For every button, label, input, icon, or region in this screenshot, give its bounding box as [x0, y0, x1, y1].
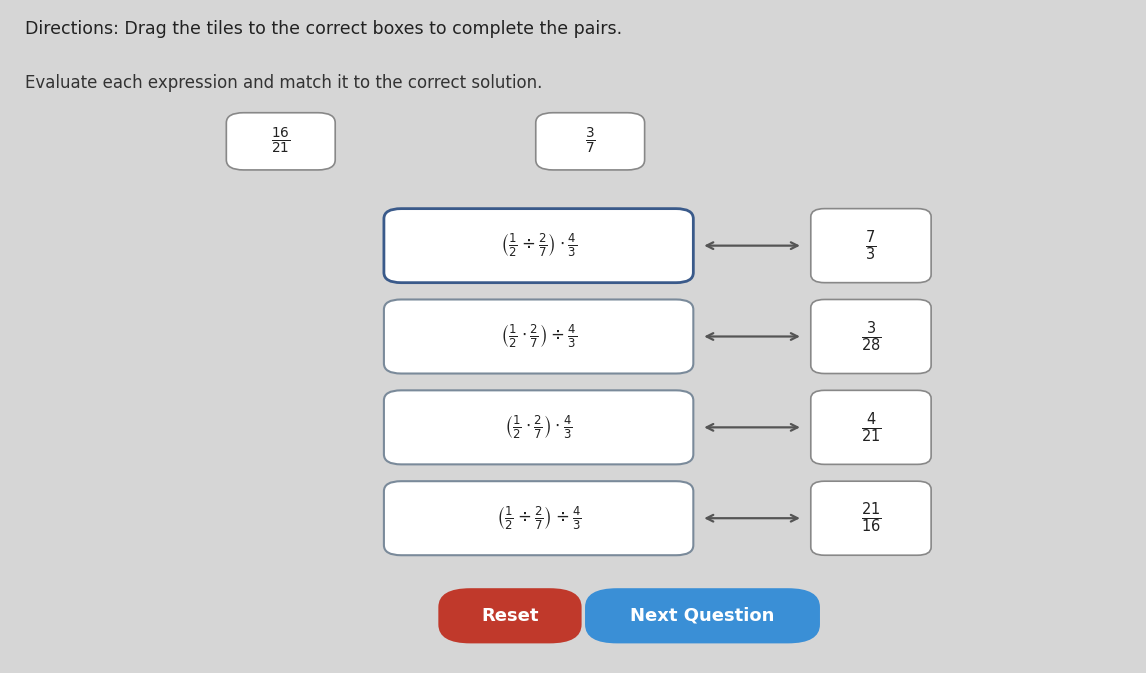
- Text: $\left(\frac{1}{2} \div \frac{2}{7}\right) \cdot \frac{4}{3}$: $\left(\frac{1}{2} \div \frac{2}{7}\righ…: [500, 232, 578, 259]
- Text: Directions: Drag the tiles to the correct boxes to complete the pairs.: Directions: Drag the tiles to the correc…: [25, 20, 622, 38]
- Text: $\frac{3}{28}$: $\frac{3}{28}$: [861, 319, 881, 354]
- FancyBboxPatch shape: [811, 299, 931, 374]
- Text: $\frac{3}{7}$: $\frac{3}{7}$: [584, 127, 596, 156]
- FancyBboxPatch shape: [384, 481, 693, 555]
- FancyBboxPatch shape: [384, 209, 693, 283]
- FancyBboxPatch shape: [438, 588, 582, 643]
- Text: Next Question: Next Question: [630, 607, 775, 625]
- FancyBboxPatch shape: [811, 481, 931, 555]
- Text: Evaluate each expression and match it to the correct solution.: Evaluate each expression and match it to…: [25, 74, 542, 92]
- FancyBboxPatch shape: [811, 390, 931, 464]
- FancyBboxPatch shape: [536, 112, 644, 170]
- Text: $\frac{16}{21}$: $\frac{16}{21}$: [272, 127, 290, 156]
- Text: $\frac{4}{21}$: $\frac{4}{21}$: [861, 410, 881, 445]
- FancyBboxPatch shape: [384, 390, 693, 464]
- FancyBboxPatch shape: [584, 588, 821, 643]
- Text: $\left(\frac{1}{2} \cdot \frac{2}{7}\right) \div \frac{4}{3}$: $\left(\frac{1}{2} \cdot \frac{2}{7}\rig…: [500, 323, 578, 350]
- Text: $\left(\frac{1}{2} \cdot \frac{2}{7}\right) \cdot \frac{4}{3}$: $\left(\frac{1}{2} \cdot \frac{2}{7}\rig…: [504, 414, 573, 441]
- FancyBboxPatch shape: [226, 112, 335, 170]
- Text: $\frac{21}{16}$: $\frac{21}{16}$: [861, 501, 881, 536]
- FancyBboxPatch shape: [384, 299, 693, 374]
- FancyBboxPatch shape: [811, 209, 931, 283]
- Text: $\frac{7}{3}$: $\frac{7}{3}$: [865, 228, 877, 263]
- Text: $\left(\frac{1}{2} \div \frac{2}{7}\right) \div \frac{4}{3}$: $\left(\frac{1}{2} \div \frac{2}{7}\righ…: [496, 505, 581, 532]
- Text: Reset: Reset: [481, 607, 539, 625]
